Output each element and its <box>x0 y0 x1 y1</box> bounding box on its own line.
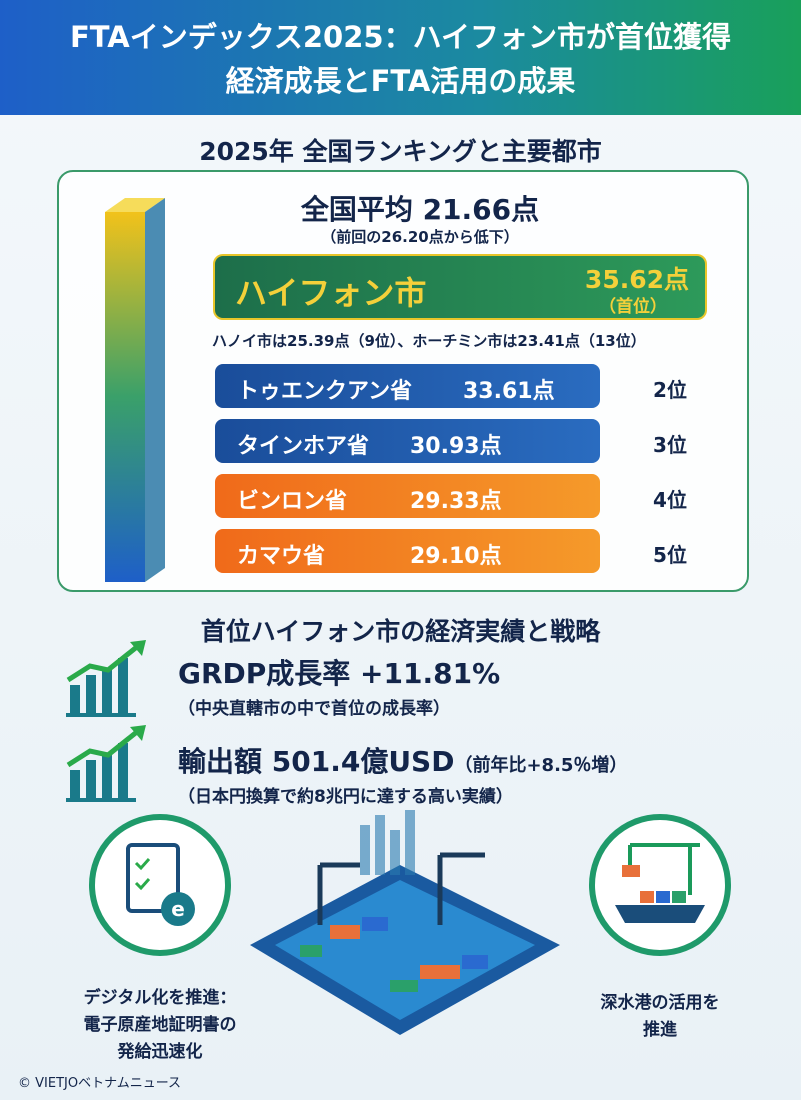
row-name: ビンロン省 <box>237 489 348 514</box>
metric: 輸出額 501.4億USD（前年比+8.5％増） <box>178 740 627 780</box>
strategy-line: 深水港の活用を <box>600 993 720 1013</box>
metric: GRDP成長率 +11.81% <box>178 657 501 690</box>
top-name: ハイフォン市 <box>235 274 427 312</box>
strategy-line: デジタル化を推進： <box>83 988 237 1008</box>
row-score: 29.33点 <box>410 489 502 514</box>
row-rank: 5位 <box>653 543 687 567</box>
row-score: 33.61点 <box>463 379 555 404</box>
row-rank: 2位 <box>653 378 687 402</box>
top-card: ハイフォン市 35.62点 （首位） <box>213 254 707 320</box>
strategy-line: 推進 <box>643 1020 677 1040</box>
illustrations: e <box>89 810 731 1035</box>
top-score: 35.62点 <box>584 265 689 294</box>
rank-row: ビンロン省 29.33点 <box>215 474 600 518</box>
ranking-heading: 2025年 全国ランキングと主要都市 <box>199 137 602 166</box>
row-rank: 3位 <box>653 433 687 457</box>
metric-main: 輸出額 501.4億USD <box>178 745 455 778</box>
top-rank: （首位） <box>599 297 667 317</box>
title: 経済成長とFTA活用の成果 <box>225 64 576 98</box>
others-note: ハノイ市は25.39点（9位）、ホーチミン市は23.41点（13位） <box>212 332 646 350</box>
metric-note: （中央直轄市の中で首位の成長率） <box>178 699 450 719</box>
title: FTAインデックス2025：ハイフォン市が首位獲得 <box>69 20 732 54</box>
performance-heading: 首位ハイフォン市の経済実績と戦略 <box>200 617 601 646</box>
row-score: 30.93点 <box>410 434 502 459</box>
bar-illustration <box>105 198 165 582</box>
row-name: カマウ省 <box>237 544 326 569</box>
average-note: （前回の26.20点から低下） <box>321 228 519 246</box>
row-name: トゥエンクアン省 <box>237 379 413 404</box>
row-rank: 4位 <box>653 488 687 512</box>
rank-row: トゥエンクアン省 33.61点 <box>215 364 600 408</box>
strategy-text: 深水港の活用を 推進 <box>540 990 780 1044</box>
metric-note: （日本円換算で約8兆円に達する高い実績） <box>178 787 513 807</box>
growth-icon <box>66 640 146 717</box>
svg-text:e: e <box>171 897 185 921</box>
header: FTAインデックス2025：ハイフォン市が首位獲得 経済成長とFTA活用の成果 <box>0 0 801 115</box>
rank-row: カマウ省 29.10点 <box>215 529 600 573</box>
rank-row: タインホア省 30.93点 <box>215 419 600 463</box>
row-score: 29.10点 <box>410 544 502 569</box>
average: 全国平均 21.66点 <box>300 193 540 226</box>
strategy-line: 発給迅速化 <box>117 1042 203 1062</box>
growth-icon <box>66 725 146 802</box>
row-name: タインホア省 <box>237 434 370 459</box>
credit: © VIETJOベトナムニュース <box>18 1076 182 1091</box>
metric-suffix: （前年比+8.5％増） <box>454 755 628 776</box>
strategy-text: デジタル化を推進： 電子原産地証明書の 発給迅速化 <box>40 985 280 1066</box>
strategy-line: 電子原産地証明書の <box>83 1015 237 1035</box>
